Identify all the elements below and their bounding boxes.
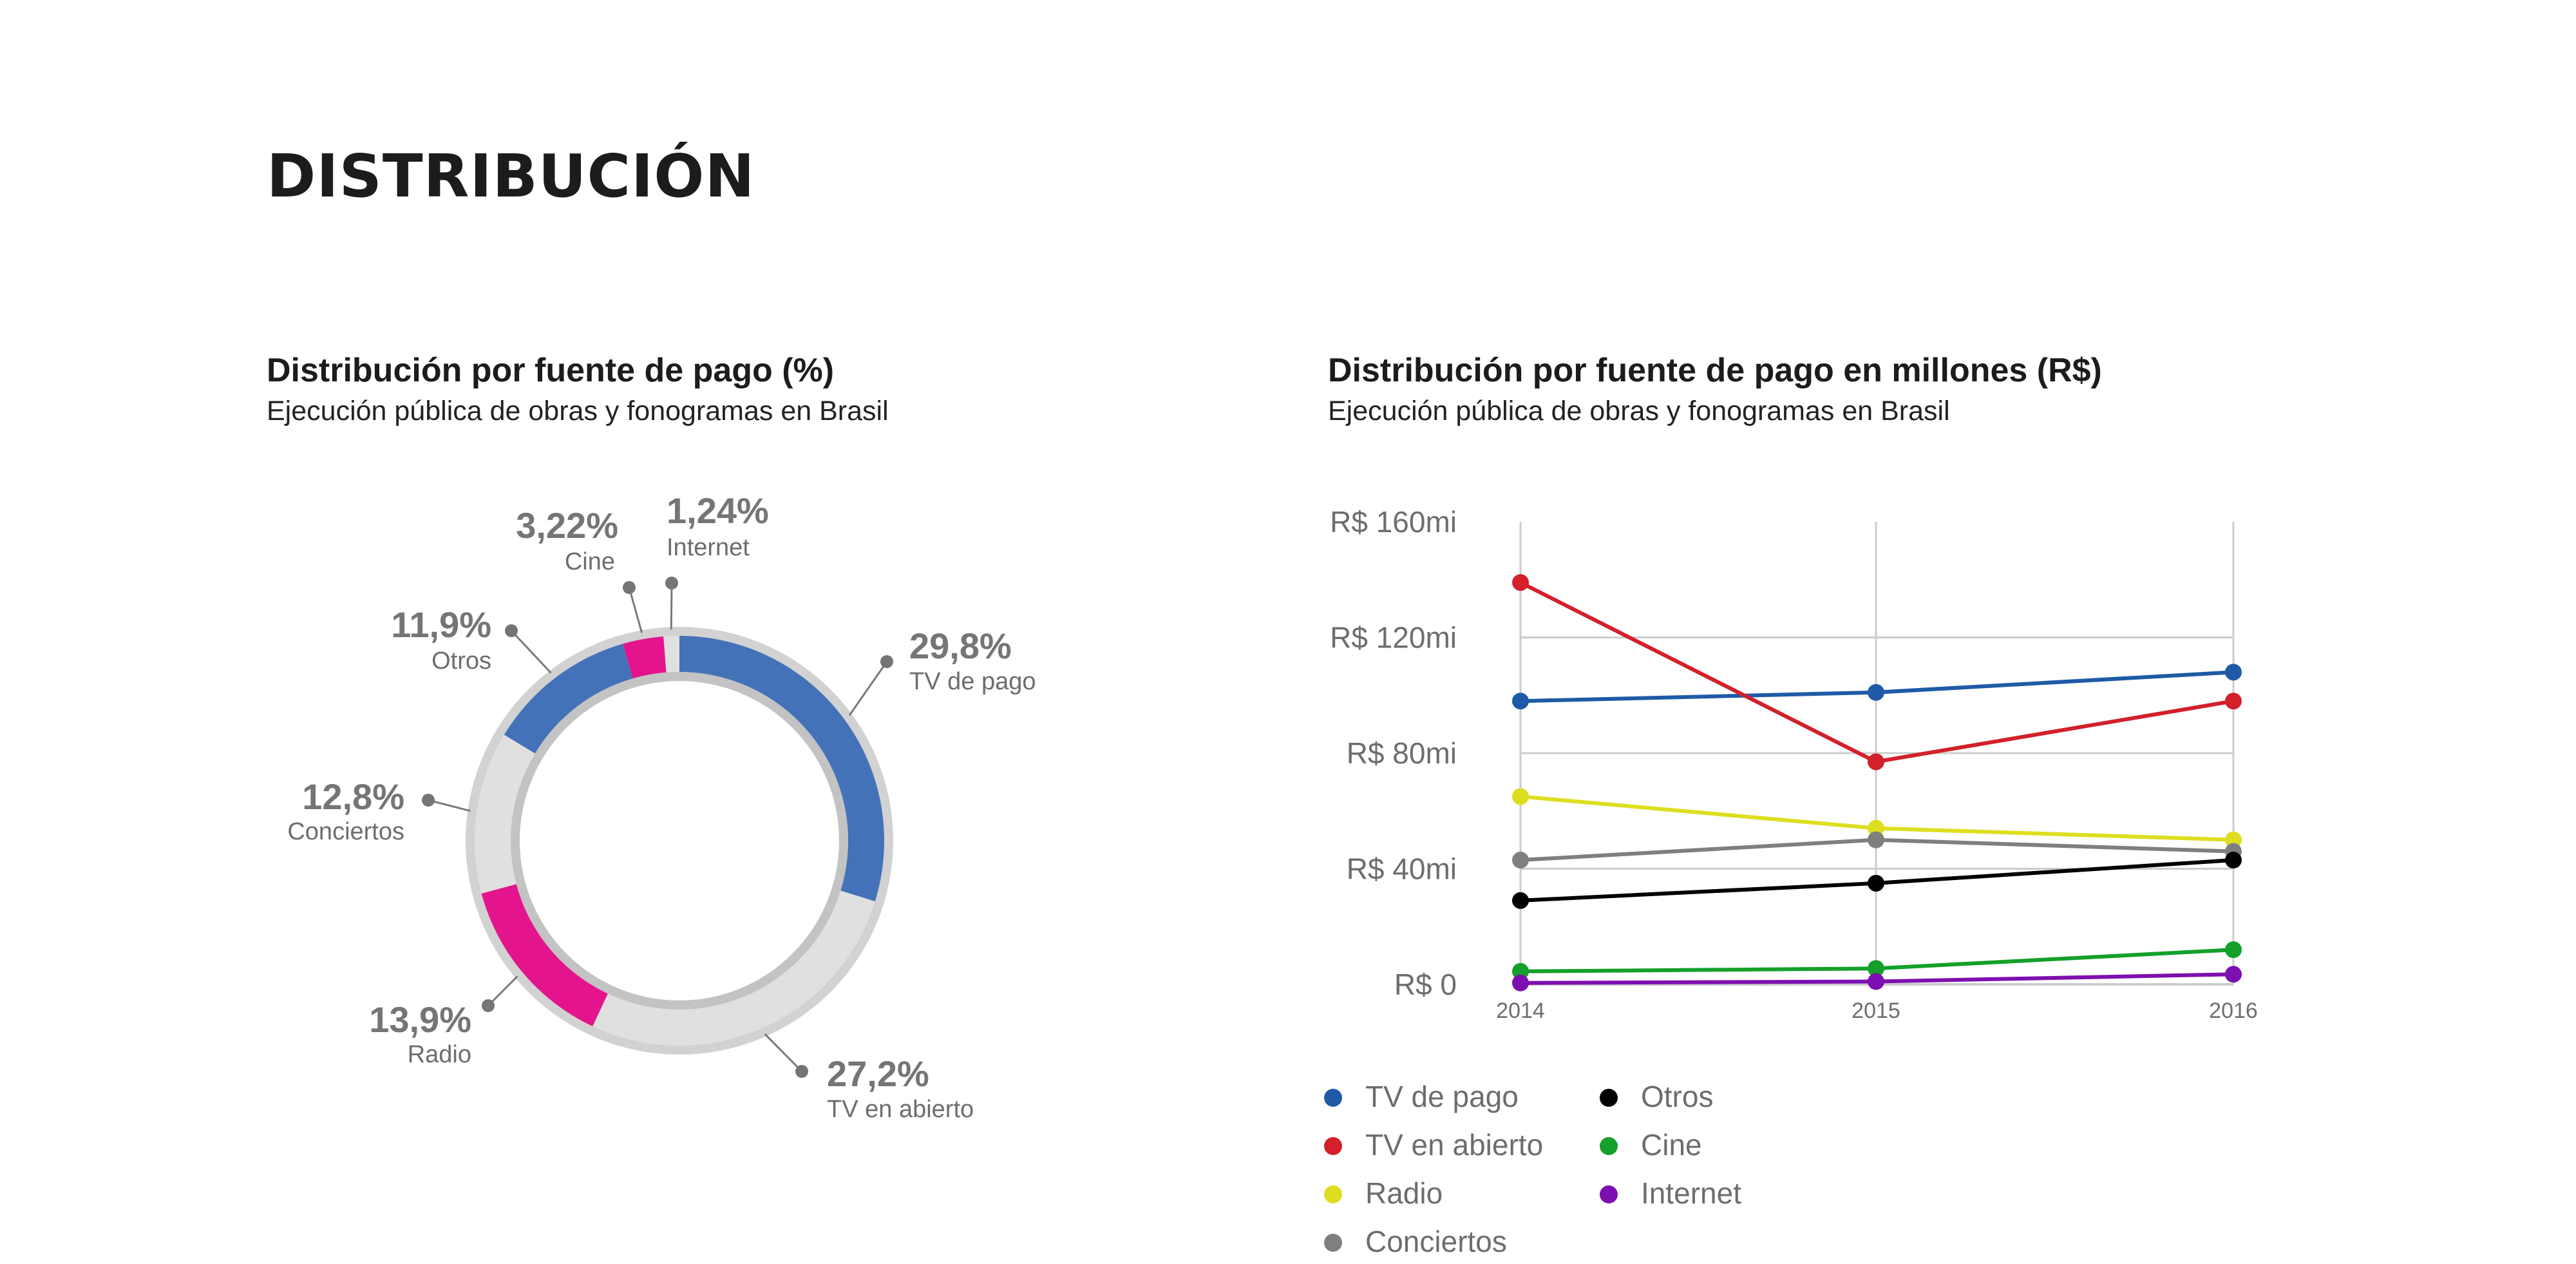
leader-line-cine — [628, 587, 643, 633]
leader-line-radio — [487, 975, 518, 1007]
y-tick-label: R$ 40mi — [1347, 852, 1457, 886]
leader-dot-tv-en-abierto — [795, 1065, 808, 1078]
series-point-internet — [1868, 973, 1884, 990]
legend-marker-cine — [1600, 1137, 1618, 1155]
slice-label-otros: Otros — [431, 647, 491, 675]
leader-dot-internet — [665, 577, 678, 589]
series-point-cine — [1512, 962, 1529, 980]
leader-line-conciertos — [428, 799, 471, 812]
slice-value-tv-en-abierto: 27,2% — [827, 1053, 929, 1094]
series-point-cine — [1868, 960, 1884, 977]
donut-chart: 29,8%TV de pago 27,2%TV en abierto 13,9%Ra… — [287, 490, 1036, 1123]
legend-label-conciertos: Conciertos — [1365, 1225, 1507, 1258]
page-title: DISTRIBUCIÓN — [267, 142, 755, 211]
slice-value-radio: 13,9% — [369, 999, 471, 1040]
slice-label-conciertos: Conciertos — [287, 818, 404, 845]
legend-marker-internet — [1600, 1185, 1618, 1203]
series-point-cine — [2225, 941, 2242, 959]
series-point-tv-en-abierto — [1512, 574, 1529, 591]
series-point-radio — [2225, 831, 2242, 848]
donut-slice-conciertos — [475, 734, 535, 894]
series-point-tv-de-pago — [1868, 684, 1884, 701]
x-tick-label: 2015 — [1852, 999, 1900, 1023]
leader-line-tv-de-pago — [848, 661, 888, 716]
legend-marker-tv-en-abierto — [1324, 1137, 1342, 1155]
series-point-otros — [2225, 852, 2242, 869]
donut-hole — [520, 681, 839, 1001]
slice-label-tv-de-pago: TV de pago — [909, 668, 1036, 695]
y-tick-label: R$ 80mi — [1347, 736, 1457, 770]
donut-chart-title: Distribución por fuente de pago (%) — [267, 352, 835, 389]
series-point-radio — [1512, 788, 1529, 805]
legend-label-tv-en-abierto: TV en abierto — [1365, 1128, 1543, 1162]
series-point-conciertos — [1868, 831, 1884, 848]
leader-dot-conciertos — [422, 794, 435, 807]
slice-label-tv-en-abierto: TV en abierto — [827, 1096, 974, 1123]
donut-slice-cine — [623, 636, 667, 679]
slice-label-radio: Radio — [408, 1041, 471, 1068]
slice-value-cine: 3,22% — [516, 505, 618, 546]
series-point-internet — [1512, 974, 1529, 991]
leader-dot-cine — [623, 581, 636, 594]
legend-label-otros: Otros — [1641, 1080, 1713, 1113]
series-point-tv-de-pago — [1512, 693, 1529, 710]
leader-line-otros — [510, 629, 552, 674]
series-point-internet — [2225, 966, 2242, 983]
slice-label-cine: Cine — [565, 548, 615, 575]
y-tick-label: R$ 0 — [1394, 968, 1457, 1001]
donut-slice-tv-en-abierto — [592, 890, 875, 1046]
leader-line-tv-en-abierto — [764, 1033, 803, 1073]
legend-label-internet: Internet — [1641, 1176, 1741, 1210]
line-chart-subtitle: Ejecución pública de obras y fonogramas … — [1328, 396, 1950, 426]
legend-label-radio: Radio — [1365, 1176, 1443, 1210]
x-tick-label: 2016 — [2209, 999, 2258, 1023]
y-tick-label: R$ 120mi — [1330, 621, 1457, 655]
series-point-tv-de-pago — [2225, 664, 2242, 681]
donut-slice-radio — [481, 884, 608, 1027]
series-point-conciertos — [1512, 852, 1529, 869]
slice-label-internet: Internet — [667, 534, 750, 561]
donut-slice-internet — [663, 636, 679, 673]
slice-value-otros: 11,9% — [391, 604, 491, 645]
series-point-otros — [1512, 892, 1529, 909]
donut-chart-subtitle: Ejecución pública de obras y fonogramas … — [267, 396, 889, 426]
line-chart: R$ 0 R$ 40mi R$ 80mi R$ 120mi R$ 160mi 2014 20… — [1324, 505, 2258, 1258]
series-point-otros — [1868, 874, 1884, 892]
legend-label-tv-de-pago: TV de pago — [1365, 1080, 1519, 1113]
legend-marker-tv-de-pago — [1324, 1089, 1342, 1107]
legend-marker-radio — [1324, 1185, 1342, 1203]
leader-line-internet — [670, 582, 673, 630]
slice-value-conciertos: 12,8% — [302, 776, 404, 817]
legend-label-cine: Cine — [1641, 1128, 1702, 1162]
x-tick-label: 2014 — [1496, 999, 1545, 1023]
leader-dot-otros — [505, 624, 518, 637]
series-point-tv-en-abierto — [2225, 693, 2242, 710]
donut-slice-otros — [504, 644, 633, 754]
legend-marker-conciertos — [1324, 1234, 1342, 1252]
legend-marker-otros — [1600, 1089, 1618, 1107]
donut-slice-tv-de-pago — [679, 636, 884, 902]
series-point-radio — [1868, 819, 1884, 837]
series-point-tv-en-abierto — [1868, 753, 1884, 771]
y-tick-label: R$ 160mi — [1330, 505, 1457, 539]
line-chart-title: Distribución por fuente de pago en millo… — [1328, 352, 2102, 389]
leader-dot-radio — [482, 999, 495, 1012]
leader-dot-tv-de-pago — [880, 655, 893, 668]
slice-value-internet: 1,24% — [667, 490, 769, 531]
slice-value-tv-de-pago: 29,8% — [909, 626, 1012, 666]
